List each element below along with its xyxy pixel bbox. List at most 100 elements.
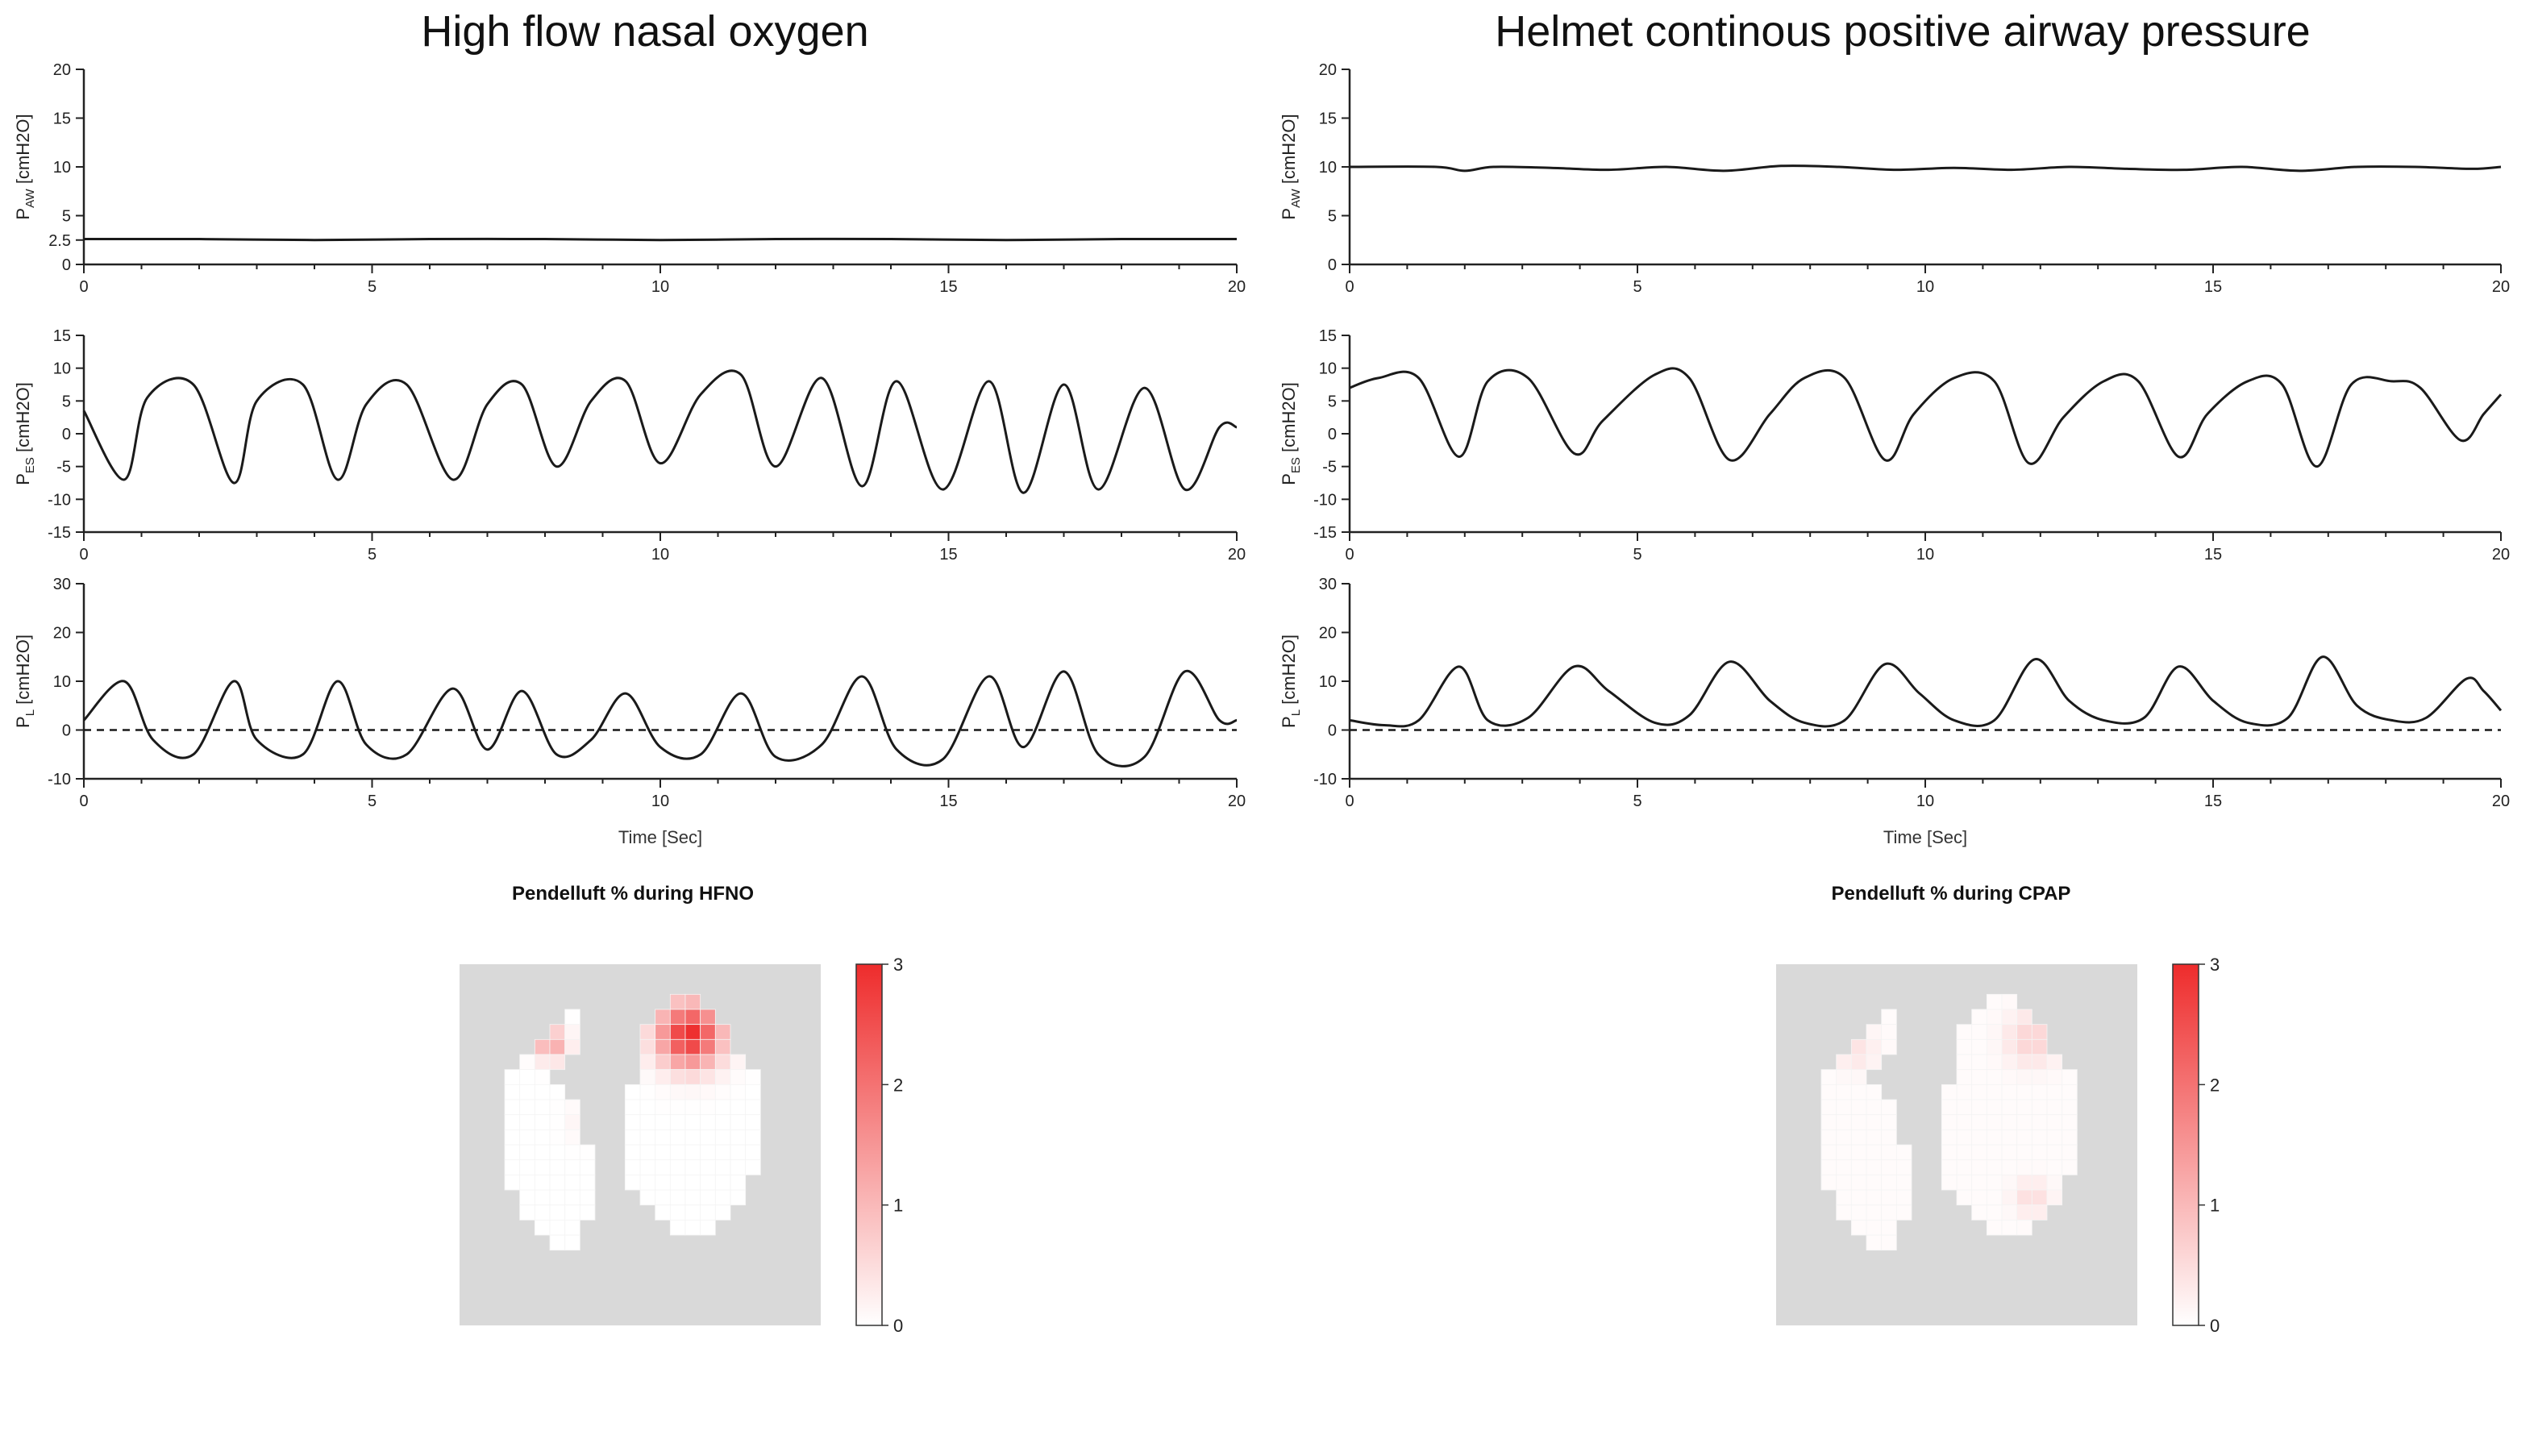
heatmap-cell	[564, 1129, 580, 1146]
heatmap-cell	[2016, 1009, 2032, 1025]
heatmap-cell	[1986, 1174, 2003, 1191]
colorbar-tick-label: 2	[2210, 1075, 2220, 1095]
heatmap-cell	[549, 1099, 566, 1116]
heatmap-cell	[1986, 1219, 2003, 1236]
heatmap-cell	[1850, 1144, 1867, 1161]
heatmap-cell	[549, 1144, 566, 1161]
heatmap-cell	[2016, 1159, 2032, 1175]
heatmap-cell	[534, 1219, 551, 1236]
cpap-column-title: Helmet continous positive airway pressur…	[1495, 7, 2311, 56]
heatmap-cell	[579, 1174, 596, 1191]
heatmap-cell	[1895, 1174, 1912, 1191]
heatmap-cell	[1956, 1084, 1973, 1100]
heatmap-cell	[1836, 1144, 1852, 1161]
heatmap-cell	[684, 1219, 701, 1236]
heatmap-cell	[2062, 1129, 2078, 1146]
heatmap-cell	[1986, 1054, 2003, 1071]
heatmap-cell	[669, 1038, 686, 1055]
heatmap-cell	[669, 1069, 686, 1085]
heatmap-cell	[639, 1144, 656, 1161]
heatmap-cell	[549, 1234, 566, 1251]
colorbar-tick-label: 1	[893, 1196, 903, 1216]
heatmap-cell	[564, 1114, 580, 1130]
x-tick-label: 0	[79, 278, 88, 296]
heatmap-cell	[2001, 1144, 2018, 1161]
heatmap-cell	[519, 1069, 535, 1085]
heatmap-cell	[714, 1024, 731, 1040]
heatmap-cell	[534, 1038, 551, 1055]
heatmap-cell	[2001, 1024, 2018, 1040]
heatmap-cell	[655, 1159, 671, 1175]
heatmap-cell	[700, 1054, 716, 1071]
heatmap-cell	[700, 1159, 716, 1175]
heatmap-cell	[2031, 1159, 2048, 1175]
heatmap-cell	[1836, 1204, 1852, 1221]
cpap-pes-panel: -15 -10 -5 0 5 10 15 0 5 10 15 20 PES [cmH2O]	[1279, 327, 2510, 564]
y-tick-label: 20	[53, 61, 71, 79]
heatmap-cell	[745, 1144, 761, 1161]
heatmap-cell	[1820, 1114, 1837, 1130]
heatmap-cell	[1986, 1144, 2003, 1161]
heatmap-cell	[2016, 1099, 2032, 1116]
heatmap-cell	[624, 1099, 641, 1116]
y-tick-label: 10	[1319, 673, 1337, 691]
heatmap-cell	[519, 1174, 535, 1191]
heatmap-cell	[1881, 1219, 1897, 1236]
colorbar-tick-label: 2	[893, 1075, 903, 1095]
hfno-pl-pl-series-line	[82, 669, 1238, 768]
heatmap-cell	[1820, 1099, 1837, 1116]
heatmap-cell	[1971, 1038, 1987, 1055]
x-tick-label: 0	[1345, 546, 1354, 564]
y-axis-label: PAW [cmH2O]	[13, 114, 37, 219]
heatmap-cell	[714, 1189, 731, 1206]
heatmap-cell	[1866, 1099, 1883, 1116]
y-tick-label: 0	[1328, 722, 1337, 740]
y-tick-label: -10	[48, 771, 71, 788]
heatmap-cell	[655, 1069, 671, 1085]
y-tick-label: -5	[56, 459, 71, 476]
y-axis-label: PAW [cmH2O]	[1279, 114, 1303, 219]
heatmap-cell	[639, 1024, 656, 1040]
heatmap-cell	[2001, 1129, 2018, 1146]
heatmap-cell	[1850, 1084, 1867, 1100]
colorbar-tick-label: 0	[2210, 1316, 2220, 1336]
heatmap-cell	[519, 1204, 535, 1221]
y-tick-label: 0	[62, 256, 71, 274]
y-tick-label: -5	[1322, 459, 1337, 476]
heatmap-cell	[714, 1204, 731, 1221]
heatmap-cell	[1850, 1114, 1867, 1130]
heatmap-cell	[534, 1159, 551, 1175]
heatmap-cell	[1836, 1114, 1852, 1130]
heatmap-cell	[534, 1069, 551, 1085]
heatmap-cell	[1986, 1099, 2003, 1116]
y-tick-label: 15	[53, 110, 71, 128]
heatmap-cell	[2046, 1054, 2063, 1071]
heatmap-cell	[1956, 1038, 1973, 1055]
heatmap-cell	[1895, 1189, 1912, 1206]
heatmap-cell	[549, 1174, 566, 1191]
x-tick-label: 5	[1633, 546, 1641, 564]
heatmap-cell	[564, 1038, 580, 1055]
heatmap-cell	[2031, 1144, 2048, 1161]
heatmap-cell	[2062, 1159, 2078, 1175]
heatmap-cell	[2031, 1054, 2048, 1071]
cpap-paw-paw-series-line	[1349, 164, 2502, 173]
heatmap-cell	[549, 1054, 566, 1071]
colorbar-tick-label: 3	[2210, 955, 2220, 975]
heatmap-cell	[1866, 1024, 1883, 1040]
heatmap-cell	[730, 1129, 747, 1146]
heatmap-cell	[2016, 1189, 2032, 1206]
heatmap-cell	[1866, 1174, 1883, 1191]
x-tick-label: 10	[1916, 546, 1934, 564]
heatmap-cell	[730, 1144, 747, 1161]
x-tick-label: 15	[2204, 546, 2222, 564]
heatmap-cell	[579, 1159, 596, 1175]
heatmap-cell	[564, 1219, 580, 1236]
heatmap-cell	[700, 1069, 716, 1085]
heatmap-cell	[519, 1129, 535, 1146]
heatmap-cell	[1956, 1159, 1973, 1175]
y-tick-label: 10	[53, 673, 71, 691]
heatmap-cell	[714, 1129, 731, 1146]
heatmap-cell	[2031, 1189, 2048, 1206]
heatmap-cell	[714, 1069, 731, 1085]
